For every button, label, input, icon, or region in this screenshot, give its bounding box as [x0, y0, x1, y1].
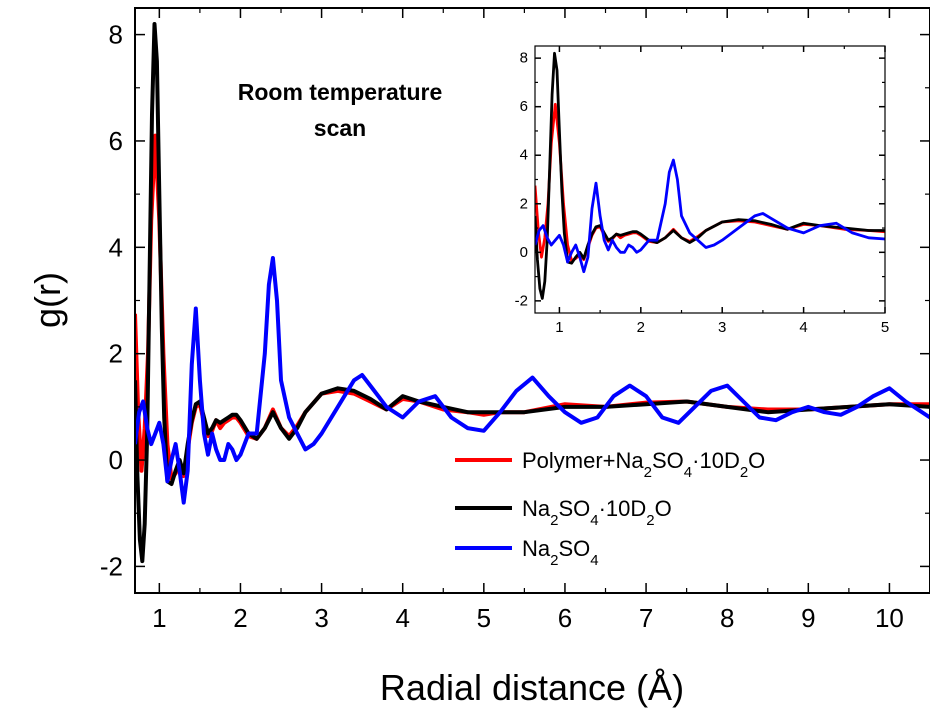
main-y-tick-label: 4: [109, 232, 123, 262]
main-x-tick-label: 4: [395, 603, 409, 633]
legend: Polymer+Na2SO4·10D2O Na2SO4·10D2O Na2SO4: [455, 448, 765, 569]
main-x-tick-label: 10: [875, 603, 904, 633]
inset-series-line-hydrate: [535, 51, 885, 300]
main-series-line-anhydrous: [135, 256, 930, 505]
main-x-tick-label: 6: [558, 603, 572, 633]
inset-y-tick-label: 0: [520, 244, 528, 261]
inset-x-tick-label: 5: [881, 319, 889, 336]
inset-y-tick-label: 8: [520, 50, 528, 67]
main-y-tick-label: 8: [109, 20, 123, 50]
inset-y-tick-label: 2: [520, 195, 528, 212]
inset-x-tick-label: 3: [718, 319, 726, 336]
main-x-tick-label: 5: [477, 603, 491, 633]
main-x-tick-label: 3: [314, 603, 328, 633]
main-y-tick-label: 6: [109, 126, 123, 156]
legend-entry-hydrate: Na2SO4·10D2O: [455, 496, 672, 529]
main-x-tick-label: 9: [801, 603, 815, 633]
main-x-tick-label: 1: [152, 603, 166, 633]
inset-y-tick-label: 6: [520, 98, 528, 115]
main-x-tick-label: 8: [720, 603, 734, 633]
main-x-tick-label: 7: [639, 603, 653, 633]
x-axis-label: Radial distance (Å): [380, 667, 684, 708]
y-axis-label: g(r): [27, 272, 68, 328]
main-y-tick-label: 2: [109, 339, 123, 369]
inset-background: [535, 46, 885, 313]
inset-x-tick-label: 4: [799, 319, 807, 336]
annotation-line-2: scan: [314, 115, 366, 141]
legend-entry-polymer: Polymer+Na2SO4·10D2O: [455, 448, 765, 481]
legend-entry-anhydrous: Na2SO4: [455, 536, 599, 569]
inset-series-line-anhydrous: [535, 158, 885, 274]
legend-label-anhydrous: Na2SO4: [522, 536, 599, 569]
main-y-tick-label: -2: [100, 551, 123, 581]
annotation-line-1: Room temperature: [238, 79, 442, 105]
inset-y-tick-label: -2: [515, 292, 528, 309]
main-y-tick-label: 0: [109, 445, 123, 475]
main-series-line-hydrate: [135, 22, 930, 564]
inset-plot-area: 1 2 3 4 5 -2 0 2 4 6 8: [515, 45, 889, 336]
main-x-tick-label: 2: [233, 603, 247, 633]
inset-y-tick-label: 4: [520, 147, 528, 164]
inset-x-tick-label: 1: [555, 319, 563, 336]
legend-label-polymer: Polymer+Na2SO4·10D2O: [522, 448, 765, 481]
legend-label-hydrate: Na2SO4·10D2O: [522, 496, 672, 529]
inset-x-tick-label: 2: [637, 319, 645, 336]
